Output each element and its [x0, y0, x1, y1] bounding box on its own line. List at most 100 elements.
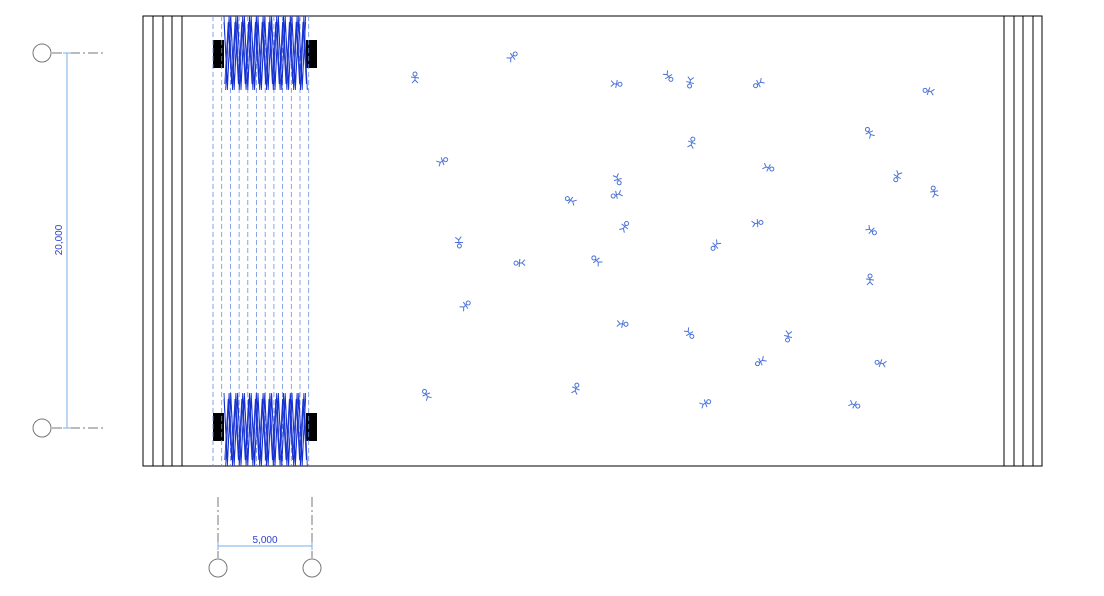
person: [699, 399, 712, 409]
person-head: [610, 193, 616, 199]
curtain-bundle: [223, 398, 307, 461]
person-head: [624, 220, 630, 226]
person: [619, 220, 630, 233]
person-head: [623, 321, 629, 327]
person-body: [784, 330, 793, 339]
person: [686, 76, 695, 89]
person: [922, 87, 935, 96]
person-body: [614, 189, 623, 199]
person: [762, 162, 775, 172]
person-head: [753, 83, 759, 89]
person-head: [758, 219, 764, 225]
curtain-bundle: [223, 21, 307, 85]
person-head: [755, 361, 761, 367]
people: [410, 51, 939, 409]
person: [662, 70, 674, 82]
person-head: [689, 333, 695, 339]
person-head: [855, 403, 861, 409]
person: [564, 196, 577, 206]
person-body: [683, 327, 694, 337]
wall-lines: [152, 16, 1034, 466]
person-head: [690, 136, 696, 142]
person: [687, 136, 696, 149]
person: [848, 399, 861, 409]
person-head: [617, 81, 623, 87]
person-head: [864, 126, 870, 132]
person-head: [930, 185, 936, 191]
curtain-bundle: [224, 21, 307, 85]
person-body: [610, 79, 619, 89]
person-body: [699, 399, 708, 409]
person: [755, 356, 767, 367]
person: [930, 185, 939, 198]
person-body: [865, 130, 875, 139]
person-head: [591, 255, 597, 261]
person-head: [785, 337, 791, 343]
person-head: [687, 83, 693, 89]
person-head: [574, 382, 580, 388]
person: [710, 239, 722, 251]
person: [436, 157, 449, 167]
person-head: [412, 71, 418, 77]
person-body: [878, 359, 887, 368]
person-body: [865, 224, 875, 234]
person-body: [758, 356, 767, 366]
person: [506, 51, 518, 63]
person-body: [865, 277, 875, 286]
person-body: [751, 219, 760, 228]
curtain-bundle: [223, 15, 307, 91]
person-body: [756, 78, 765, 88]
room-outline: [142, 15, 1043, 467]
person-head: [456, 243, 462, 249]
person-body: [454, 236, 463, 245]
person-body: [517, 258, 526, 268]
person: [610, 189, 623, 199]
person: [753, 78, 765, 89]
person-body: [662, 70, 673, 80]
person: [683, 327, 695, 339]
person-head: [668, 76, 674, 82]
curtain-bundle: [225, 392, 308, 467]
person-head: [922, 87, 928, 93]
person-head: [893, 177, 899, 183]
person-body: [567, 196, 577, 206]
person: [454, 236, 463, 249]
person: [616, 319, 629, 329]
person-head: [513, 260, 519, 266]
person: [865, 273, 875, 286]
person: [751, 219, 764, 228]
person-head: [616, 180, 622, 186]
person-head: [874, 359, 880, 365]
person: [591, 255, 603, 267]
curtain-bundle: [224, 398, 307, 461]
person-body: [616, 319, 625, 329]
person-head: [871, 230, 877, 236]
person-body: [410, 76, 420, 84]
curtain-anchors: [213, 40, 317, 441]
grid-vertical-dimension: 20,000: [32, 43, 106, 438]
person-body: [762, 162, 771, 172]
person: [874, 359, 887, 368]
person-body: [436, 157, 445, 167]
person-body: [506, 52, 516, 63]
person-head: [564, 196, 570, 202]
person-body: [848, 399, 857, 409]
person: [459, 300, 471, 312]
person-body: [571, 386, 580, 395]
person-head: [706, 399, 712, 405]
person: [571, 382, 580, 395]
person-body: [926, 87, 935, 96]
person-body: [893, 170, 903, 180]
curtain-bundle: [225, 15, 308, 91]
person: [422, 388, 432, 401]
person-body: [686, 76, 695, 85]
person-head: [422, 388, 427, 394]
person-body: [619, 223, 629, 233]
person: [612, 173, 622, 186]
person-body: [422, 392, 432, 401]
person: [410, 71, 420, 84]
person-head: [769, 166, 775, 172]
person-body: [712, 239, 722, 249]
grid-horizontal-dimension: 5,000: [208, 497, 322, 578]
